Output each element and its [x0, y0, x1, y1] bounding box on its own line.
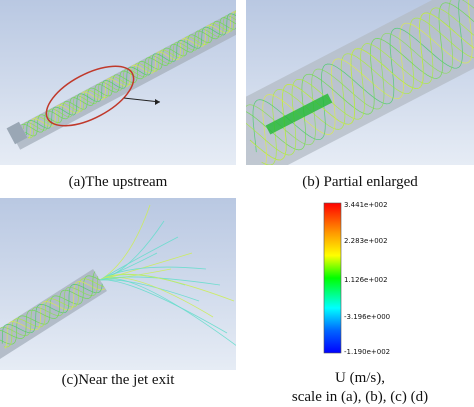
caption: (c)Near the jet exit — [62, 372, 176, 388]
streamline — [22, 15, 236, 131]
streamline — [0, 275, 101, 345]
colorbar-label: 1.126e+002 — [344, 276, 388, 284]
colorbar-label: -3.196e+000 — [344, 313, 390, 321]
streamline — [21, 17, 236, 133]
streamline — [99, 236, 179, 281]
streamline — [3, 278, 105, 348]
streamline — [24, 20, 236, 137]
panel-a-image — [0, 0, 236, 165]
legend-caption: scale in (a), (b), (c) (d) — [292, 389, 428, 405]
streamline — [28, 11, 236, 140]
caption: (b) Partial enlarged — [302, 174, 418, 190]
colorbar-label: 2.283e+002 — [344, 237, 388, 245]
streamline — [246, 7, 474, 156]
streamline — [246, 0, 474, 146]
streamline — [99, 273, 235, 302]
streamline — [99, 279, 228, 334]
legend-caption: U (m/s), — [335, 370, 385, 386]
streamline — [249, 12, 474, 161]
panel-c-image — [0, 198, 236, 370]
colorbar — [323, 202, 342, 354]
streamline — [99, 277, 236, 346]
colorbar-label: -1.190e+002 — [344, 348, 390, 356]
panel-b-image — [246, 0, 474, 165]
caption: (a)The upstream — [69, 174, 168, 190]
streamline — [99, 204, 151, 281]
streamline — [0, 276, 99, 336]
streamline — [4, 281, 106, 349]
streamline — [26, 13, 236, 136]
streamline — [0, 271, 96, 339]
streamline — [246, 2, 474, 151]
streamline — [1, 283, 103, 344]
streamline — [27, 10, 236, 139]
colorbar-label: 3.441e+002 — [344, 201, 388, 209]
